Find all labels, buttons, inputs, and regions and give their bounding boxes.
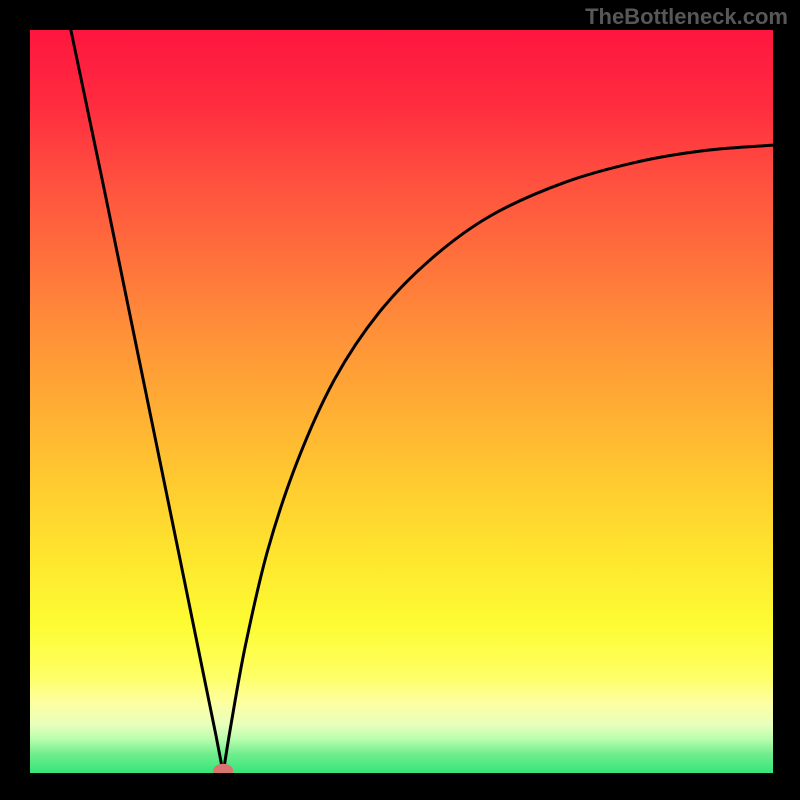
chart-frame: TheBottleneck.com — [0, 0, 800, 800]
plot-svg — [30, 30, 773, 773]
watermark-text: TheBottleneck.com — [585, 4, 788, 30]
plot-area — [30, 30, 773, 773]
gradient-background — [30, 30, 773, 773]
